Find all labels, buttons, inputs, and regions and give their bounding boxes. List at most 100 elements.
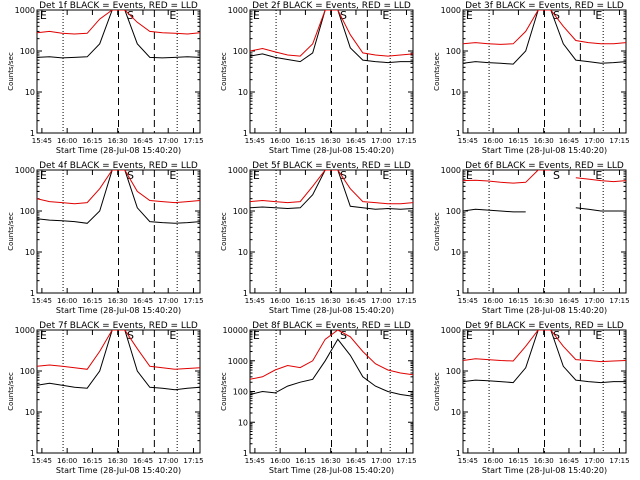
x-tick-label: 15:45 (458, 457, 478, 465)
y-axis-label: Counts/sec (7, 372, 15, 411)
panel-det-9: Det 9f BLACK = Events, RED = LLD 1 10 100 10… (433, 321, 630, 475)
time-marker: S (340, 329, 347, 342)
x-tick-label: 16:45 (346, 457, 366, 465)
x-tick-label: 15:45 (245, 457, 265, 465)
x-axis-label: Start Time (28-Jul-08 15:40:20) (269, 466, 394, 475)
y-tick-label: 100 (233, 207, 248, 216)
time-marker: E (169, 329, 176, 342)
x-tick-label: 15:45 (458, 137, 478, 145)
panel-det-2: Det 2f BLACK = Events, RED = LLD 1 10 100 10… (220, 1, 417, 155)
y-tick-label: 1 (456, 289, 461, 298)
y-tick-label: 10 (238, 418, 248, 427)
y-tick-label: 1000 (15, 326, 35, 335)
time-marker: E (382, 329, 389, 342)
x-tick-label: 16:00 (57, 457, 77, 465)
y-tick-label: 100 (446, 47, 461, 56)
x-axis-label: Start Time (28-Jul-08 15:40:20) (56, 466, 181, 475)
x-tick-label: 15:45 (32, 297, 52, 305)
lld-series-line (463, 330, 626, 363)
y-tick-label: 10 (238, 248, 248, 257)
x-tick-label: 16:15 (82, 297, 102, 305)
y-tick-label: 1 (30, 129, 35, 138)
events-series-line (463, 330, 626, 384)
y-tick-label: 1000 (441, 326, 461, 335)
time-marker: E (40, 329, 47, 342)
x-tick-label: 17:00 (158, 457, 178, 465)
time-marker: E (595, 329, 602, 342)
panel-title: Det 7f BLACK = Events, RED = LLD (39, 321, 198, 331)
lld-series-line (37, 330, 200, 370)
time-marker: E (595, 9, 602, 22)
y-tick-label: 10 (25, 408, 35, 417)
y-tick-label: 1000 (15, 6, 35, 15)
lld-series-line (250, 330, 413, 380)
x-tick-label: 16:00 (57, 137, 77, 145)
x-tick-label: 16:45 (346, 137, 366, 145)
x-tick-label: 17:15 (396, 297, 416, 305)
lld-series-line (37, 10, 200, 35)
x-tick-label: 15:45 (245, 137, 265, 145)
x-tick-label: 16:30 (108, 297, 128, 305)
x-tick-label: 16:15 (295, 457, 315, 465)
time-marker: E (40, 169, 47, 182)
x-tick-label: 17:15 (609, 137, 629, 145)
events-series-line (463, 10, 626, 65)
y-tick-label: 100 (20, 47, 35, 56)
x-tick-label: 16:15 (82, 137, 102, 145)
time-marker: S (340, 9, 347, 22)
x-tick-label: 17:00 (371, 457, 391, 465)
y-tick-label: 1000 (441, 6, 461, 15)
x-axis-label: Start Time (28-Jul-08 15:40:20) (482, 306, 607, 315)
time-marker: E (253, 329, 260, 342)
x-tick-label: 17:15 (396, 137, 416, 145)
x-tick-label: 17:15 (183, 137, 203, 145)
x-tick-label: 16:45 (559, 137, 579, 145)
x-tick-label: 15:45 (32, 457, 52, 465)
x-tick-label: 16:45 (346, 297, 366, 305)
events-series-line (250, 338, 413, 397)
y-tick-label: 1 (243, 449, 248, 458)
x-tick-label: 16:15 (295, 137, 315, 145)
time-marker: S (553, 9, 560, 22)
time-marker: E (169, 9, 176, 22)
y-tick-label: 1 (30, 289, 35, 298)
events-series-line (37, 10, 200, 59)
y-tick-label: 1000 (228, 357, 248, 366)
x-tick-label: 17:15 (396, 457, 416, 465)
x-axis-label: Start Time (28-Jul-08 15:40:20) (269, 306, 394, 315)
y-tick-label: 1000 (228, 6, 248, 15)
y-tick-label: 10 (25, 248, 35, 257)
y-axis-label: Counts/sec (220, 212, 228, 251)
x-tick-label: 16:00 (483, 457, 503, 465)
x-tick-label: 17:00 (584, 297, 604, 305)
y-tick-label: 100 (20, 207, 35, 216)
x-tick-label: 16:15 (82, 457, 102, 465)
y-tick-label: 100 (446, 367, 461, 376)
x-tick-label: 16:45 (133, 457, 153, 465)
x-tick-label: 16:00 (57, 297, 77, 305)
lld-series-line (37, 170, 200, 205)
x-tick-label: 17:15 (609, 297, 629, 305)
x-tick-label: 16:45 (559, 297, 579, 305)
panel-title: Det 8f BLACK = Events, RED = LLD (252, 321, 411, 331)
events-series-line (37, 330, 200, 391)
y-axis-label: Counts/sec (433, 52, 441, 91)
x-tick-label: 16:30 (108, 457, 128, 465)
y-axis-label: Counts/sec (7, 212, 15, 251)
panel-det-1: Det 1f BLACK = Events, RED = LLD 1 10 100 10… (7, 1, 204, 155)
y-tick-label: 1 (30, 449, 35, 458)
panel-title: Det 9f BLACK = Events, RED = LLD (465, 321, 624, 331)
time-marker: E (466, 9, 473, 22)
y-tick-label: 10 (25, 88, 35, 97)
time-marker: S (553, 329, 560, 342)
panel-title: Det 2f BLACK = Events, RED = LLD (252, 1, 411, 11)
panel-det-6: Det 6f BLACK = Events, RED = LLD 1 10 100 10… (433, 161, 630, 315)
x-tick-label: 16:15 (508, 457, 528, 465)
events-series-line (250, 10, 413, 64)
panel-det-4: Det 4f BLACK = Events, RED = LLD 1 10 100 10… (7, 161, 204, 315)
y-tick-label: 1 (243, 129, 248, 138)
x-tick-label: 17:00 (584, 137, 604, 145)
time-marker: E (253, 9, 260, 22)
x-tick-label: 16:30 (321, 457, 341, 465)
x-tick-label: 17:00 (371, 297, 391, 305)
